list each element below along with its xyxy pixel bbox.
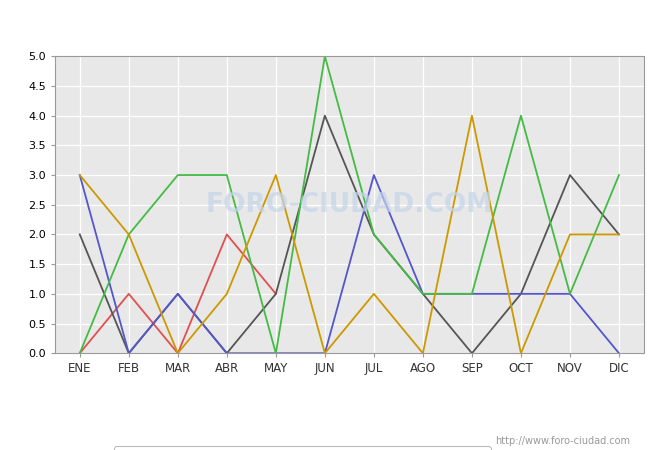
Text: FORO-CIUDAD.COM: FORO-CIUDAD.COM (205, 192, 493, 218)
Legend: 2024, 2023, 2022, 2021, 2020: 2024, 2023, 2022, 2021, 2020 (114, 446, 491, 450)
Text: Matriculaciones de Vehiculos en Páramo del Sil: Matriculaciones de Vehiculos en Páramo d… (130, 16, 520, 34)
Text: http://www.foro-ciudad.com: http://www.foro-ciudad.com (495, 436, 630, 446)
